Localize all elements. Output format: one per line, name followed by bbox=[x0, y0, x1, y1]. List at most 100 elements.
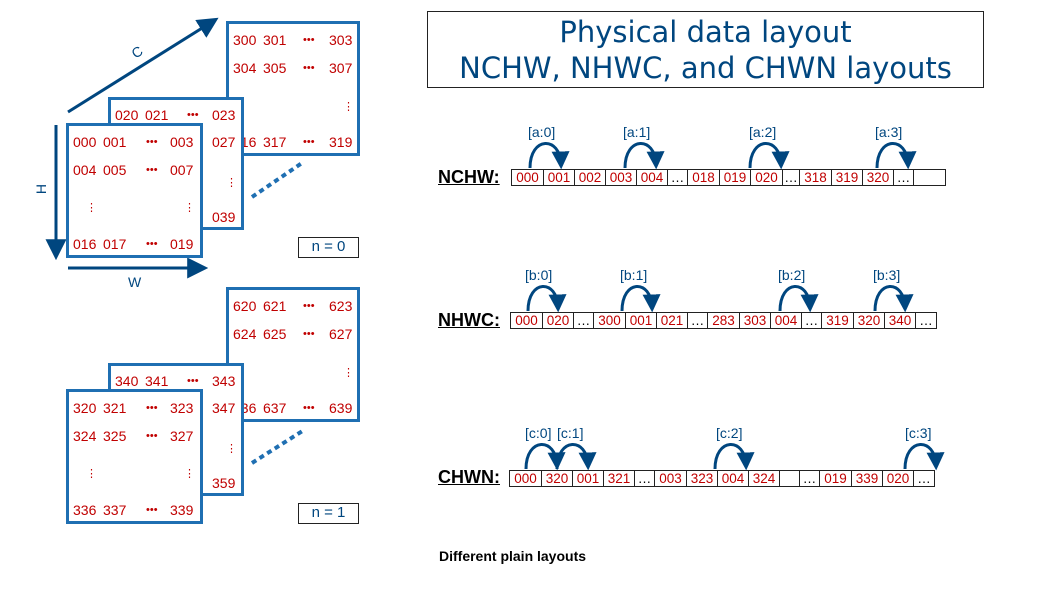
ellipsis-v: ⋮ bbox=[343, 101, 354, 113]
depth-dots-n0 bbox=[250, 161, 304, 199]
cell-value: 620 bbox=[233, 298, 257, 314]
memory-cell: 320 bbox=[854, 313, 885, 328]
memory-cell: 320 bbox=[542, 471, 573, 486]
cell-value: 016 bbox=[73, 236, 97, 252]
chwn-arrow-3 bbox=[903, 443, 945, 471]
cell-value: 303 bbox=[329, 32, 353, 48]
memory-cell: 319 bbox=[822, 313, 854, 328]
cell-value: 305 bbox=[263, 60, 287, 76]
cell-value: 039 bbox=[212, 209, 236, 225]
cell-value: 336 bbox=[73, 502, 97, 518]
memory-cell: … bbox=[802, 313, 822, 328]
cell-value: 004 bbox=[73, 162, 97, 178]
memory-cell: 004 bbox=[771, 313, 802, 328]
cell-value: 339 bbox=[170, 502, 194, 518]
n0-back-slab: 300 301 ••• 303 304 305 ••• 307 ⋮ 316 31… bbox=[226, 21, 360, 156]
chwn-label: CHWN: bbox=[438, 467, 500, 487]
ellipsis-h: ••• bbox=[303, 402, 315, 414]
cell-value: 323 bbox=[170, 400, 194, 416]
c-axis-arrow bbox=[67, 17, 219, 114]
memory-cell: 001 bbox=[626, 313, 657, 328]
title-box: Physical data layout NCHW, NHWC, and CHW… bbox=[427, 11, 984, 88]
chwn-pointer-1: [c:1] bbox=[557, 425, 584, 441]
memory-cell: … bbox=[783, 170, 800, 185]
w-axis-label: W bbox=[128, 274, 142, 290]
cell-value: 341 bbox=[145, 373, 169, 389]
memory-cell: 320 bbox=[863, 170, 894, 185]
cell-value: 300 bbox=[233, 32, 257, 48]
cell-value: 321 bbox=[103, 400, 127, 416]
ellipsis-v: ⋮ bbox=[343, 367, 354, 379]
ellipsis-h: ••• bbox=[187, 375, 199, 387]
memory-cell: … bbox=[668, 170, 688, 185]
memory-cell: 300 bbox=[594, 313, 626, 328]
cell-value: 359 bbox=[212, 475, 236, 491]
memory-cell: 004 bbox=[718, 471, 749, 486]
ellipsis-h: ••• bbox=[303, 136, 315, 148]
ellipsis-v: ⋮ bbox=[86, 202, 97, 214]
memory-cell: 324 bbox=[749, 471, 780, 486]
ellipsis-v: ⋮ bbox=[184, 468, 195, 480]
memory-cell: 321 bbox=[604, 471, 635, 486]
batch-label-n0: n = 0 bbox=[298, 237, 359, 258]
cell-value: 337 bbox=[103, 502, 127, 518]
memory-cell: 000 bbox=[512, 170, 544, 185]
cell-value: 347 bbox=[212, 400, 236, 416]
ellipsis-h: ••• bbox=[146, 136, 158, 148]
nchw-pointer-3: [a:3] bbox=[875, 124, 903, 140]
cell-value: 639 bbox=[329, 400, 353, 416]
nhwc-pointer-1: [b:1] bbox=[620, 267, 648, 283]
ellipsis-v: ⋮ bbox=[226, 443, 237, 455]
memory-cell bbox=[780, 471, 800, 486]
cell-value: 325 bbox=[103, 428, 127, 444]
memory-cell: 021 bbox=[657, 313, 688, 328]
memory-cell: 340 bbox=[885, 313, 916, 328]
ellipsis-v: ⋮ bbox=[86, 468, 97, 480]
memory-cell: 020 bbox=[883, 471, 914, 486]
memory-cell: … bbox=[917, 471, 931, 486]
memory-cell: 339 bbox=[852, 471, 883, 486]
nhwc-arrow-1 bbox=[620, 285, 661, 313]
cell-value: 304 bbox=[233, 60, 257, 76]
memory-cell: 323 bbox=[687, 471, 718, 486]
memory-cell: 018 bbox=[688, 170, 720, 185]
memory-cell: 303 bbox=[740, 313, 771, 328]
ellipsis-h: ••• bbox=[146, 402, 158, 414]
nchw-pointer-2: [a:2] bbox=[749, 124, 777, 140]
nchw-arrow-3 bbox=[875, 142, 917, 170]
cell-value: 637 bbox=[263, 400, 287, 416]
cell-value: 621 bbox=[263, 298, 287, 314]
nhwc-pointer-2: [b:2] bbox=[778, 267, 806, 283]
cell-value: 319 bbox=[329, 134, 353, 150]
memory-cell: 318 bbox=[800, 170, 832, 185]
cell-value: 005 bbox=[103, 162, 127, 178]
ellipsis-h: ••• bbox=[303, 34, 315, 46]
memory-cell: … bbox=[800, 471, 820, 486]
chwn-arrow-2 bbox=[713, 443, 755, 471]
cell-value: 001 bbox=[103, 134, 127, 150]
chwn-pointer-2: [c:2] bbox=[716, 425, 743, 441]
memory-cell: 001 bbox=[544, 170, 575, 185]
cell-value: 021 bbox=[145, 107, 169, 123]
nchw-label: NCHW: bbox=[438, 167, 500, 187]
memory-cell: … bbox=[574, 313, 594, 328]
cell-value: 020 bbox=[115, 107, 139, 123]
ellipsis-h: ••• bbox=[146, 164, 158, 176]
memory-cell: 020 bbox=[543, 313, 574, 328]
cell-value: 625 bbox=[263, 326, 287, 342]
ellipsis-v: ⋮ bbox=[184, 202, 195, 214]
memory-cell: 000 bbox=[510, 471, 542, 486]
title-line-1: Physical data layout bbox=[559, 15, 852, 49]
nchw-pointer-0: [a:0] bbox=[528, 124, 556, 140]
nchw-arrow-0 bbox=[528, 142, 570, 170]
batch-label-n1: n = 1 bbox=[298, 503, 359, 524]
depth-dots-n1 bbox=[250, 428, 306, 465]
memory-cell: … bbox=[894, 170, 914, 185]
memory-cell: 019 bbox=[820, 471, 852, 486]
cell-value: 307 bbox=[329, 60, 353, 76]
cell-value: 320 bbox=[73, 400, 97, 416]
chwn-arrow-1 bbox=[555, 443, 597, 471]
cell-value: 019 bbox=[170, 236, 194, 252]
memory-cell: 020 bbox=[751, 170, 783, 185]
